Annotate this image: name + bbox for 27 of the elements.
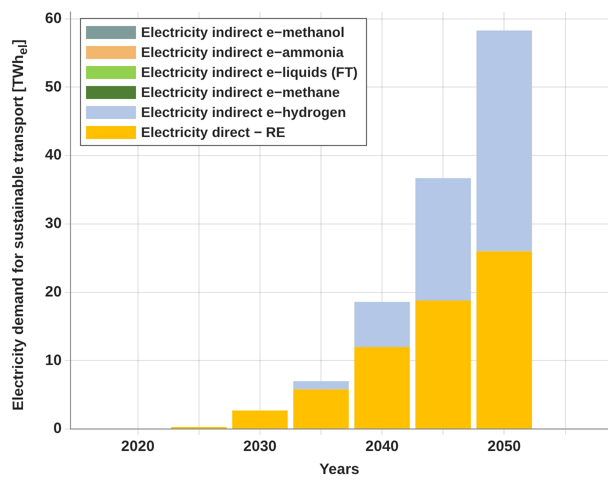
x-tick-label: 2030 [243, 438, 277, 456]
bar [354, 346, 410, 428]
legend-label: Electricity direct − RE [141, 124, 286, 140]
legend-label: Electricity indirect e−hydrogen [141, 104, 346, 120]
bar [415, 178, 471, 300]
legend-label: Electricity indirect e−methanol [141, 24, 344, 40]
bar [232, 410, 288, 428]
y-tick-label: 60 [44, 10, 62, 27]
y-tick-label: 40 [44, 146, 62, 164]
bar [476, 251, 532, 428]
legend-label: Electricity indirect e−liquids (FT) [141, 64, 358, 80]
legend-label: Electricity indirect e−methane [141, 84, 340, 100]
x-tick-label: 2050 [488, 438, 521, 456]
y-tick-label: 50 [44, 78, 62, 96]
x-axis-title: Years [319, 461, 360, 478]
bar [293, 381, 349, 390]
y-tick-label: 20 [44, 283, 62, 300]
legend-label: Electricity indirect e−ammonia [141, 44, 344, 60]
y-tick-label: 30 [44, 215, 62, 232]
y-tick-label: 0 [53, 420, 62, 438]
bar [354, 302, 410, 347]
x-tick-label: 2040 [365, 438, 399, 456]
y-tick-label: 10 [44, 352, 62, 369]
bar [293, 389, 349, 428]
bar [415, 300, 471, 428]
x-tick-label: 2020 [121, 438, 155, 456]
bar [476, 30, 532, 252]
